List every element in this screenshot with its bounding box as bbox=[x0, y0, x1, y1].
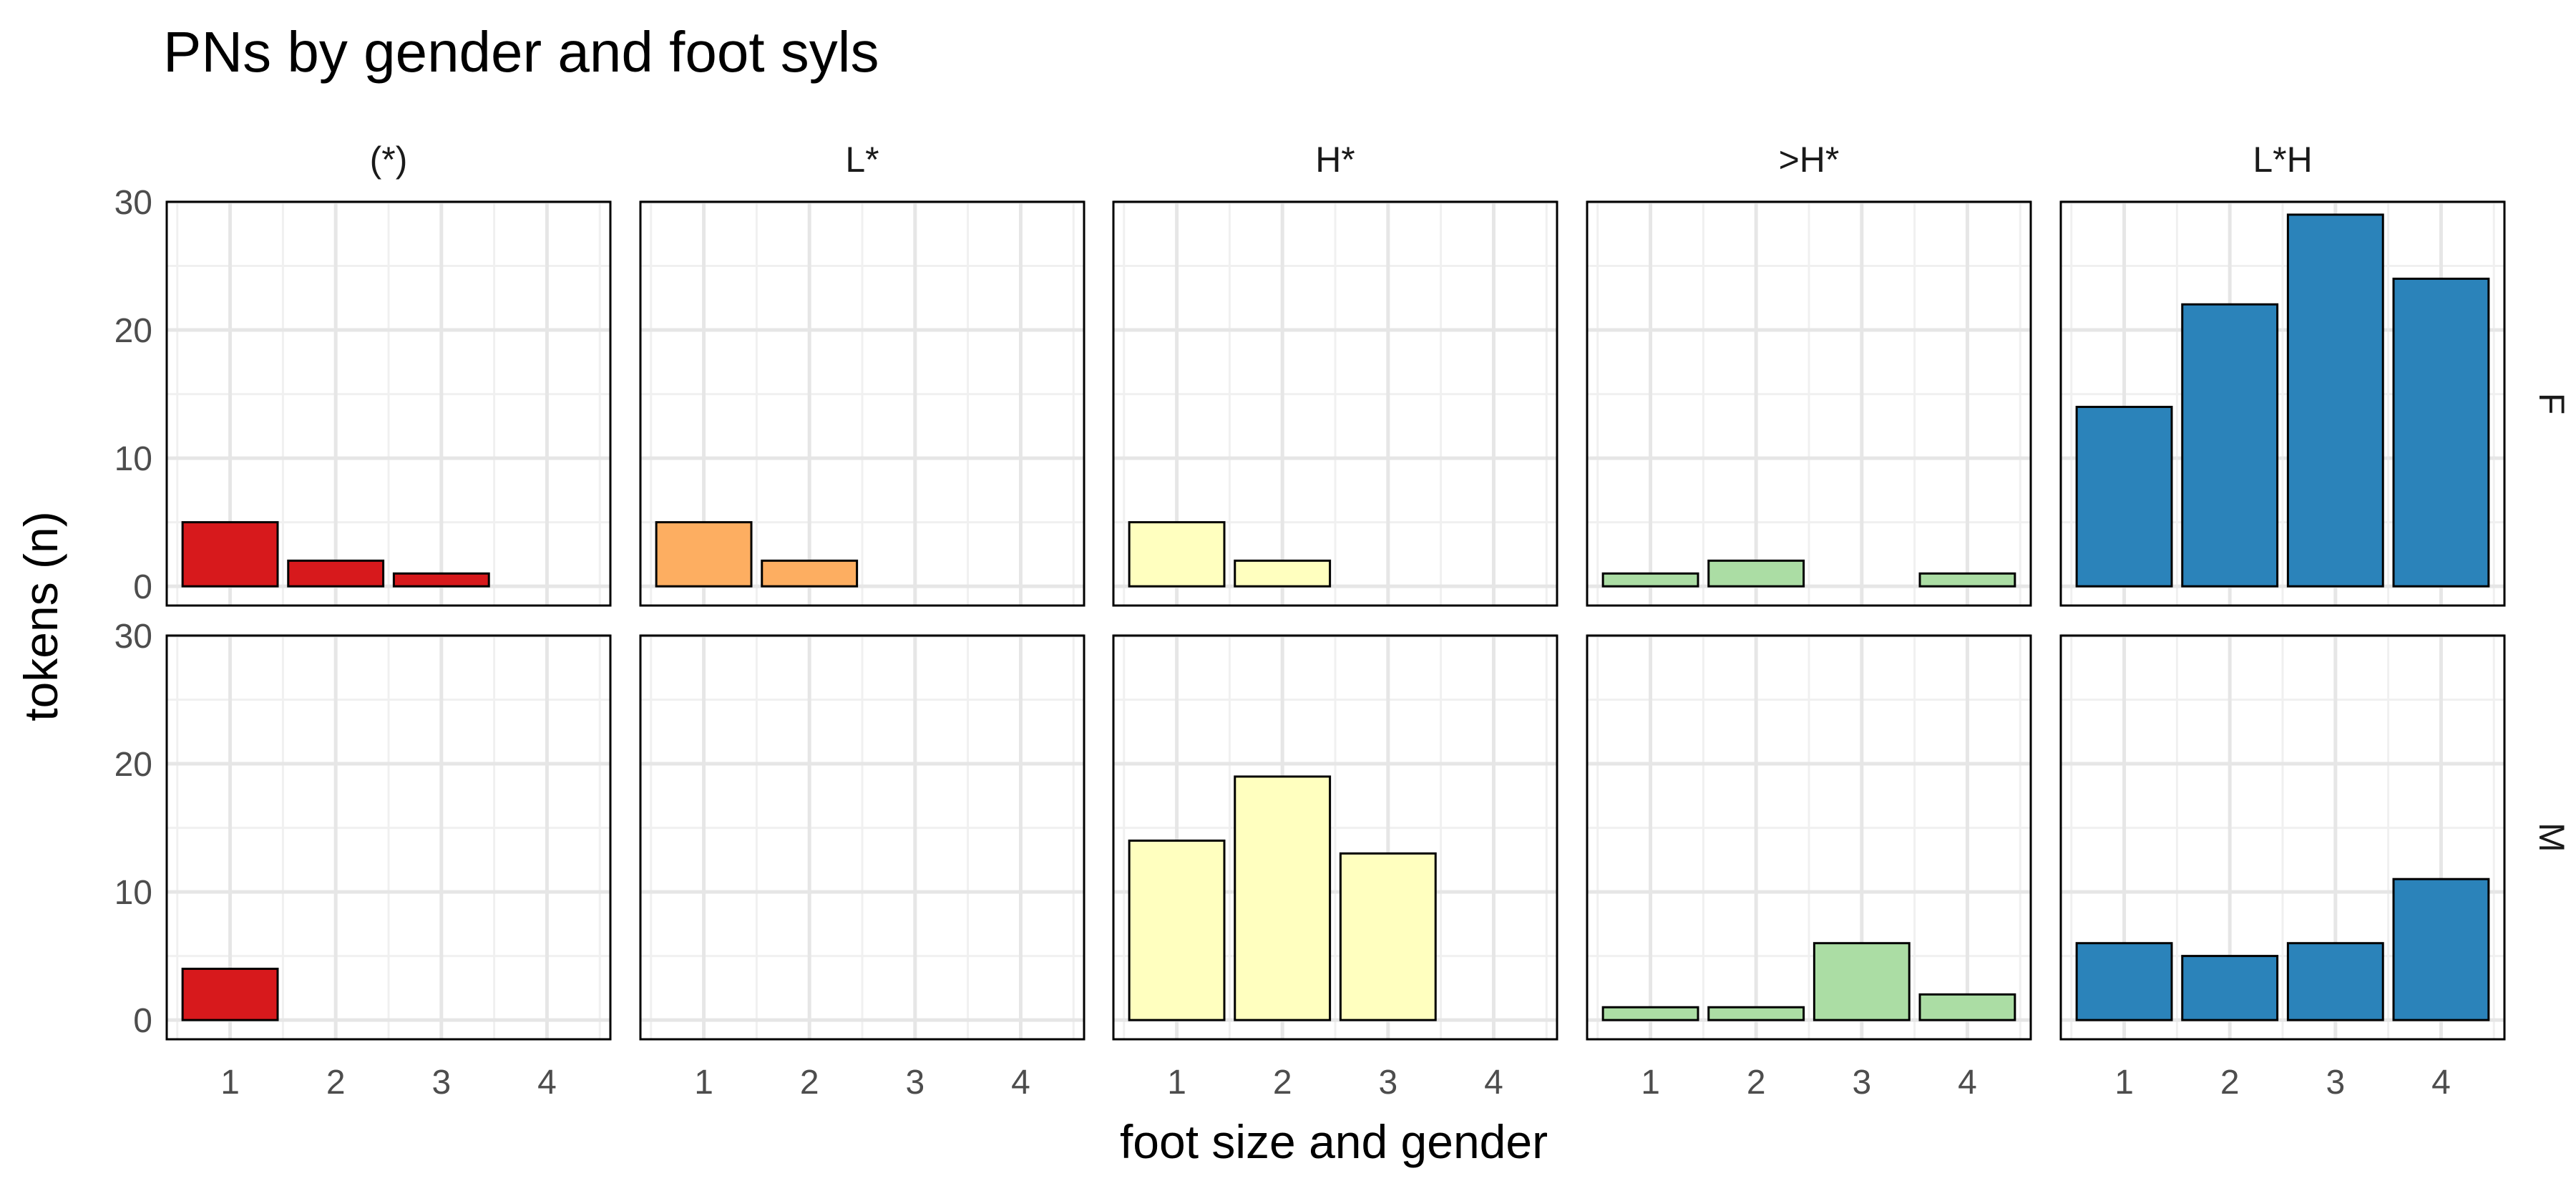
facet-panels: (*) 0 10 20 30 L* H* >H* L*H F 1 2 3 4 0 10 20 30 1 2 3 4 1 2 3 4… bbox=[114, 140, 2572, 1102]
x-tick-label: 1 bbox=[1641, 1064, 1660, 1102]
facet-panel-M-5: 1 2 3 4 bbox=[2059, 633, 2506, 1102]
x-tick-label: 4 bbox=[1484, 1064, 1503, 1102]
x-tick-label: 3 bbox=[2326, 1064, 2345, 1102]
facet-column-label: >H* bbox=[1779, 140, 1840, 180]
bar bbox=[761, 559, 859, 588]
y-tick-label: 0 bbox=[133, 568, 152, 606]
y-tick-label: 0 bbox=[133, 1002, 152, 1040]
x-tick-label: 2 bbox=[1747, 1064, 1766, 1102]
facet-column-label: L* bbox=[845, 140, 879, 180]
facet-panel-M-3: 1 2 3 4 bbox=[1112, 633, 1558, 1102]
bar bbox=[1128, 839, 1226, 1021]
x-tick-label: 1 bbox=[2114, 1064, 2134, 1102]
panel-border bbox=[1112, 200, 1558, 607]
panel-border bbox=[165, 634, 612, 1041]
bar bbox=[2075, 405, 2173, 588]
chart-title: PNs by gender and foot syls bbox=[163, 20, 879, 84]
bar bbox=[287, 559, 385, 588]
bar bbox=[2286, 942, 2384, 1021]
bar bbox=[1234, 775, 1332, 1021]
x-tick-label: 4 bbox=[2431, 1064, 2451, 1102]
facet-column-label: L*H bbox=[2253, 140, 2312, 180]
facet-panel-M-2: 1 2 3 4 bbox=[639, 633, 1085, 1102]
x-tick-label: 3 bbox=[905, 1064, 924, 1102]
facet-row-label: M bbox=[2532, 822, 2572, 852]
x-tick-label: 2 bbox=[800, 1064, 819, 1102]
bar bbox=[655, 521, 753, 588]
bar bbox=[2075, 942, 2173, 1021]
x-tick-label: 4 bbox=[537, 1064, 557, 1102]
bar bbox=[1234, 559, 1332, 588]
bar bbox=[1918, 572, 2016, 588]
bar bbox=[1128, 521, 1226, 588]
panel-border bbox=[2059, 200, 2506, 607]
x-tick-label: 3 bbox=[1378, 1064, 1397, 1102]
panel-border bbox=[1586, 634, 2032, 1041]
facet-panel-M-1: 1 2 3 4 0 10 20 30 bbox=[114, 618, 612, 1102]
x-tick-label: 3 bbox=[431, 1064, 451, 1102]
facet-panel-F-3: H* bbox=[1112, 140, 1558, 607]
x-tick-label: 4 bbox=[1011, 1064, 1030, 1102]
x-tick-label: 4 bbox=[1958, 1064, 1977, 1102]
panel-border bbox=[165, 200, 612, 607]
bar bbox=[2181, 303, 2279, 588]
x-tick-label: 3 bbox=[1852, 1064, 1871, 1102]
y-axis-title: tokens (n) bbox=[14, 511, 67, 721]
panel-border bbox=[2059, 634, 2506, 1041]
facet-row-label: F bbox=[2532, 393, 2572, 415]
bar bbox=[1601, 1006, 1699, 1021]
bar bbox=[2181, 955, 2279, 1021]
x-tick-label: 2 bbox=[1273, 1064, 1292, 1102]
facet-panel-F-4: >H* bbox=[1586, 140, 2032, 607]
bar bbox=[1601, 572, 1699, 588]
panel-border bbox=[1112, 634, 1558, 1041]
y-tick-label: 10 bbox=[114, 440, 152, 478]
bar bbox=[2286, 213, 2384, 588]
bar bbox=[1813, 942, 1911, 1021]
facet-panel-M-4: 1 2 3 4 bbox=[1586, 633, 2032, 1102]
facet-panel-F-2: L* bbox=[639, 140, 1085, 607]
x-tick-label: 1 bbox=[694, 1064, 713, 1102]
bar bbox=[181, 968, 279, 1021]
panel-border bbox=[639, 634, 1085, 1041]
bar bbox=[1707, 1006, 1805, 1021]
panel-border bbox=[1586, 200, 2032, 607]
bar bbox=[2392, 878, 2490, 1021]
x-tick-label: 2 bbox=[2220, 1064, 2240, 1102]
bar bbox=[1707, 559, 1805, 588]
bar bbox=[1339, 852, 1437, 1021]
bar bbox=[2392, 277, 2490, 588]
y-tick-label: 20 bbox=[114, 312, 152, 350]
x-tick-label: 1 bbox=[1167, 1064, 1186, 1102]
facet-column-label: H* bbox=[1315, 140, 1355, 180]
panel-border bbox=[639, 200, 1085, 607]
x-tick-label: 1 bbox=[220, 1064, 240, 1102]
facet-column-label: (*) bbox=[370, 140, 408, 180]
x-axis-title: foot size and gender bbox=[1120, 1115, 1548, 1168]
y-tick-label: 30 bbox=[114, 184, 152, 222]
bar bbox=[1918, 993, 2016, 1021]
y-tick-label: 20 bbox=[114, 746, 152, 784]
y-tick-label: 10 bbox=[114, 874, 152, 912]
bar bbox=[181, 521, 279, 588]
facet-panel-F-1: (*) 0 10 20 30 bbox=[114, 140, 612, 607]
bar bbox=[392, 572, 490, 588]
y-tick-label: 30 bbox=[114, 618, 152, 656]
facet-panel-F-5: L*H bbox=[2059, 140, 2506, 607]
x-tick-label: 2 bbox=[326, 1064, 346, 1102]
